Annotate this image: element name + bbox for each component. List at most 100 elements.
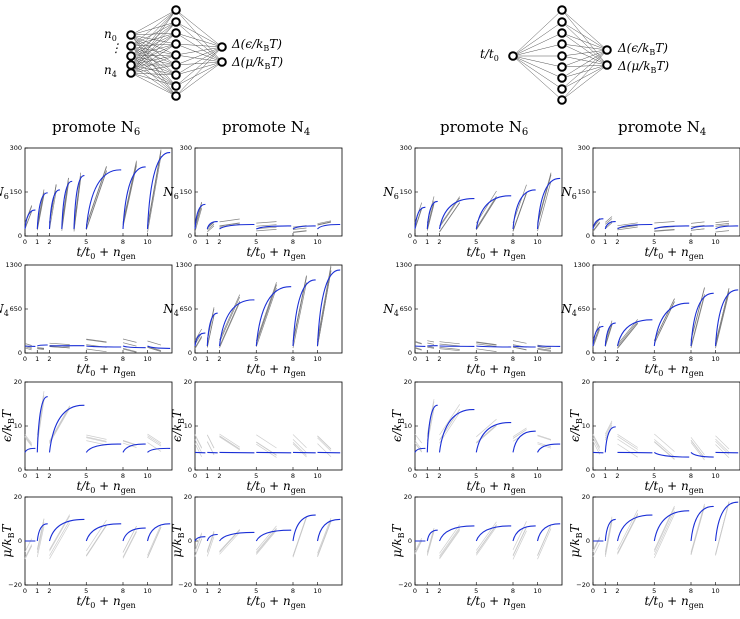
plot-frame [414, 496, 563, 586]
y-axis-label: N4 [560, 302, 577, 318]
x-tick-label: 5 [652, 587, 656, 595]
y-tick-label: 150 [180, 188, 192, 196]
network-node [557, 28, 567, 38]
network-edge [561, 9, 608, 51]
network-edge [130, 43, 177, 47]
network-edge [130, 21, 177, 47]
x-tick-label: 0 [413, 238, 417, 246]
x-tick-label: 8 [121, 587, 125, 595]
x-tick-label: 8 [121, 238, 125, 246]
x-tick-label: 10 [313, 238, 321, 246]
x-tick-label: 2 [437, 587, 441, 595]
network-node [126, 60, 136, 70]
network-node [126, 51, 136, 61]
y-tick-label: 650 [578, 305, 590, 313]
x-tick-label: 10 [143, 472, 151, 480]
x-axis-label: t/t0 + ngen [247, 245, 306, 261]
x-tick-label: 1 [425, 238, 429, 246]
x-tick-label: 1 [425, 355, 429, 363]
plot-frame [414, 264, 563, 354]
x-tick-label: 0 [591, 587, 595, 595]
x-tick-label: 0 [23, 472, 27, 480]
y-tick-label: 300 [578, 144, 590, 152]
y-tick-label: −20 [576, 581, 590, 589]
x-tick-label: 2 [217, 472, 221, 480]
x-tick-label: 0 [413, 472, 417, 480]
x-tick-label: 0 [23, 587, 27, 595]
network-edge [561, 32, 608, 51]
network-connections [512, 9, 608, 101]
x-tick-label: 5 [474, 238, 478, 246]
background-trace [592, 288, 730, 349]
y-tick-label: −20 [398, 581, 412, 589]
x-tick-label: 10 [711, 355, 719, 363]
x-tick-label: 1 [425, 587, 429, 595]
series-line [414, 177, 561, 230]
x-tick-label: 10 [711, 238, 719, 246]
x-tick-label: 1 [35, 238, 39, 246]
network-node [171, 50, 181, 60]
x-tick-label: 1 [603, 238, 607, 246]
network-edge [512, 55, 563, 68]
network-edge [175, 46, 223, 76]
x-axis-label: t/t0 + ngen [247, 479, 306, 495]
x-tick-label: 0 [413, 587, 417, 595]
series-line [24, 518, 171, 542]
network-edge [130, 55, 177, 76]
x-tick-label: 5 [652, 355, 656, 363]
x-tick-label: 2 [217, 355, 221, 363]
network-edge [561, 55, 608, 66]
y-tick-label: 150 [578, 188, 590, 196]
x-tick-label: 5 [652, 472, 656, 480]
x-tick-label: 1 [205, 238, 209, 246]
network-node [557, 95, 567, 105]
network-node [171, 60, 181, 70]
x-tick-label: 2 [217, 238, 221, 246]
y-tick-label: 0 [586, 349, 590, 357]
x-tick-label: 8 [689, 238, 693, 246]
plot-frame [194, 496, 343, 586]
x-tick-label: 0 [193, 355, 197, 363]
x-tick-label: 0 [193, 587, 197, 595]
x-tick-label: 8 [511, 355, 515, 363]
network-nodes [126, 5, 227, 101]
x-tick-label: 8 [689, 355, 693, 363]
x-tick-label: 8 [121, 472, 125, 480]
network-node [126, 30, 136, 40]
x-tick-label: 0 [413, 355, 417, 363]
y-tick-label: 0 [18, 232, 22, 240]
x-tick-label: 10 [533, 587, 541, 595]
network-node [557, 73, 567, 83]
background-trace [24, 395, 162, 446]
y-tick-label: 1300 [573, 261, 590, 269]
y-tick-label: 0 [188, 232, 192, 240]
x-tick-label: 5 [84, 472, 88, 480]
y-tick-label: 20 [14, 378, 22, 386]
x-axis-label: t/t0 + ngen [77, 594, 136, 610]
output-label-eps: Δ(ϵ/kBT) [231, 37, 282, 53]
y-axis-label: N4 [162, 302, 179, 318]
x-tick-label: 8 [291, 472, 295, 480]
network-edge [512, 21, 563, 57]
x-tick-label: 5 [84, 587, 88, 595]
x-tick-label: 8 [511, 472, 515, 480]
network-edge [561, 43, 608, 66]
x-axis-label: t/t0 + ngen [467, 594, 526, 610]
x-axis-label: t/t0 + ngen [645, 594, 704, 610]
network-node [126, 41, 136, 51]
x-tick-label: 10 [533, 472, 541, 480]
network-node [557, 84, 567, 94]
network-node [171, 39, 181, 49]
background-trace [592, 424, 730, 461]
network-edge [512, 43, 563, 57]
network-edge [175, 61, 223, 76]
background-trace [592, 420, 730, 459]
x-tick-label: 10 [313, 472, 321, 480]
network-edge [130, 21, 177, 74]
plot-frame [592, 496, 740, 586]
network-edge [561, 49, 608, 79]
